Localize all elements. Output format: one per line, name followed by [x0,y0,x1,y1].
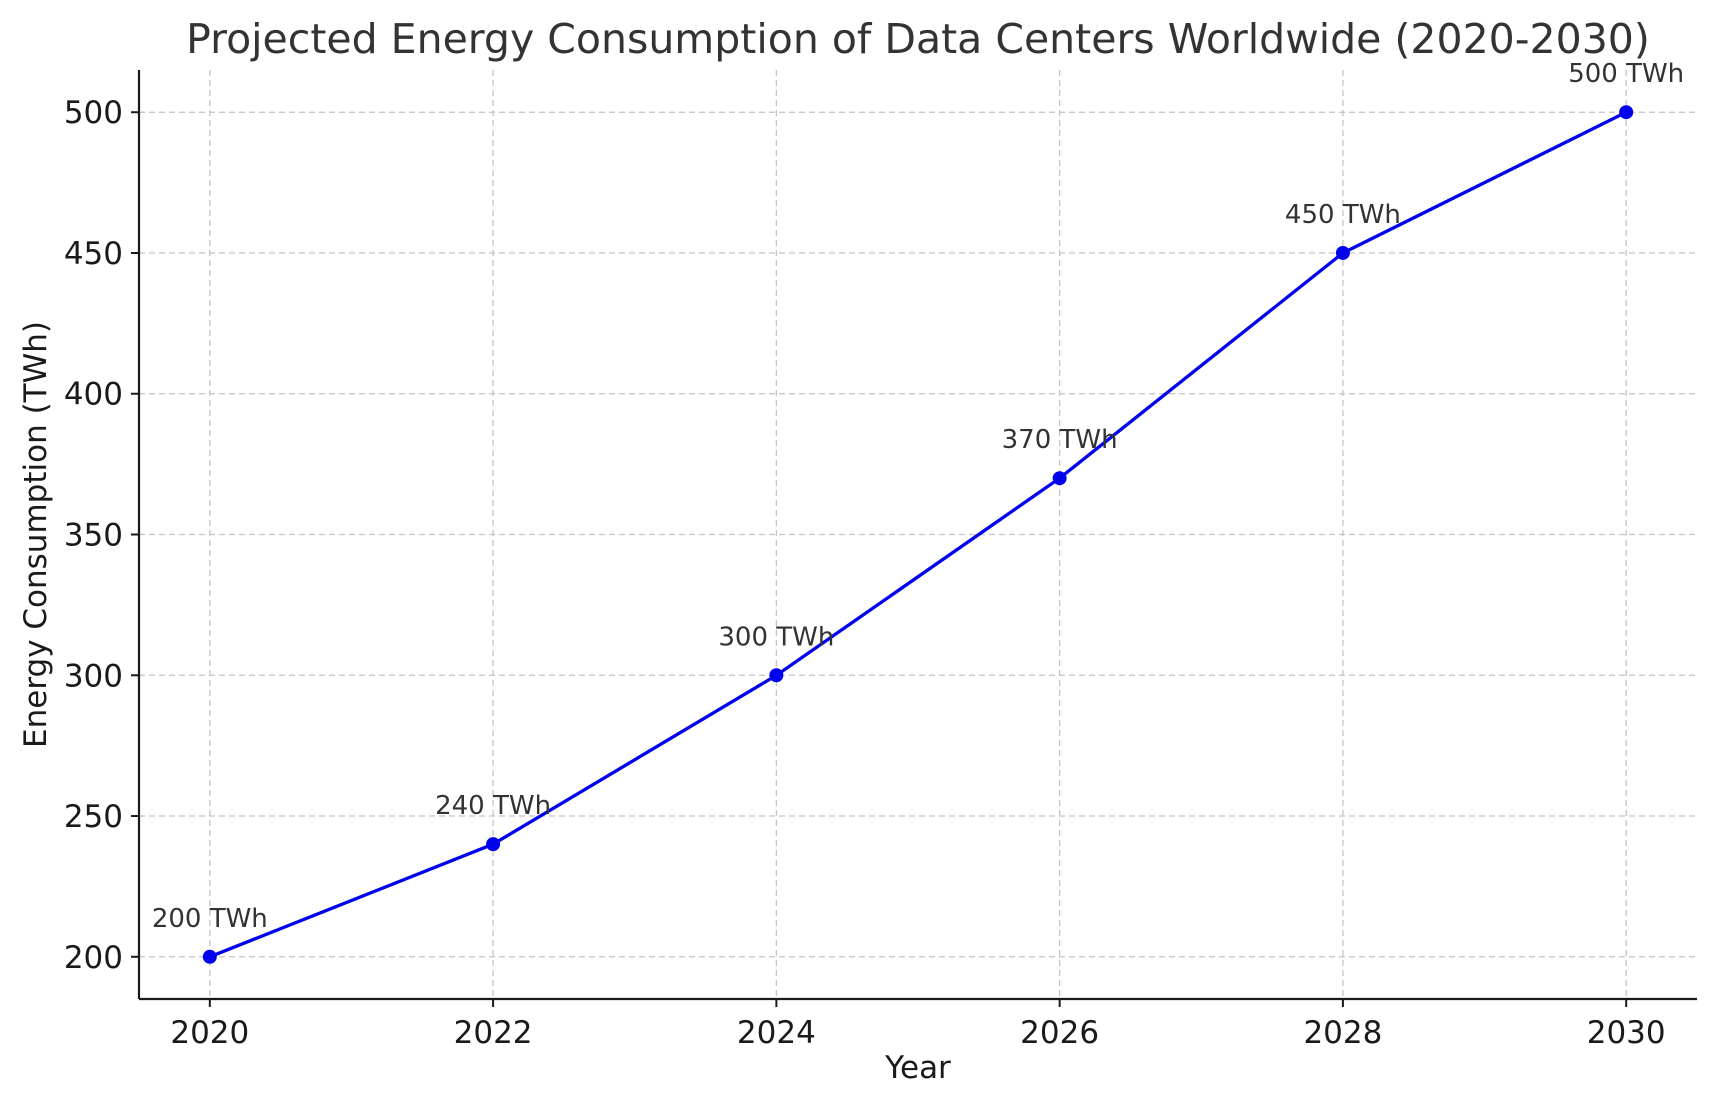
y-tick-label: 500 [64,95,123,131]
y-axis-ticks: 200 250 300 350 400 450 500 [64,95,139,976]
x-tick-label: 2028 [1303,1015,1382,1051]
data-label: 370 TWh [1002,425,1118,455]
y-tick-label: 450 [64,236,123,272]
chart-title: Projected Energy Consumption of Data Cen… [186,15,1650,63]
data-point [1052,471,1067,486]
x-tick-label: 2020 [170,1015,249,1051]
y-tick-label: 350 [64,518,123,554]
data-label: 450 TWh [1285,200,1401,230]
grid [139,70,1697,999]
x-tick-label: 2024 [737,1015,816,1051]
data-label: 500 TWh [1568,59,1684,89]
x-tick-label: 2022 [454,1015,533,1051]
data-point [1619,105,1634,120]
data-point [202,949,217,964]
x-axis-ticks: 2020 2022 2024 2026 2028 2030 [170,999,1666,1051]
series-group: 200 TWh 240 TWh 300 TWh 370 TWh 450 TWh 500 T… [152,59,1684,964]
y-tick-label: 300 [64,658,123,694]
x-tick-label: 2030 [1587,1015,1666,1051]
series-line [209,110,1627,959]
y-tick-label: 200 [64,940,123,976]
data-point [486,837,501,852]
data-label: 200 TWh [152,904,268,934]
data-label: 240 TWh [435,791,551,821]
y-axis-label: Energy Consumption (TWh) [18,321,54,748]
y-tick-label: 400 [64,377,123,413]
data-point [769,668,784,683]
y-tick-label: 250 [64,799,123,835]
data-point [1335,245,1350,260]
x-tick-label: 2026 [1020,1015,1099,1051]
data-label: 300 TWh [718,622,834,652]
x-axis-label: Year [884,1050,951,1086]
